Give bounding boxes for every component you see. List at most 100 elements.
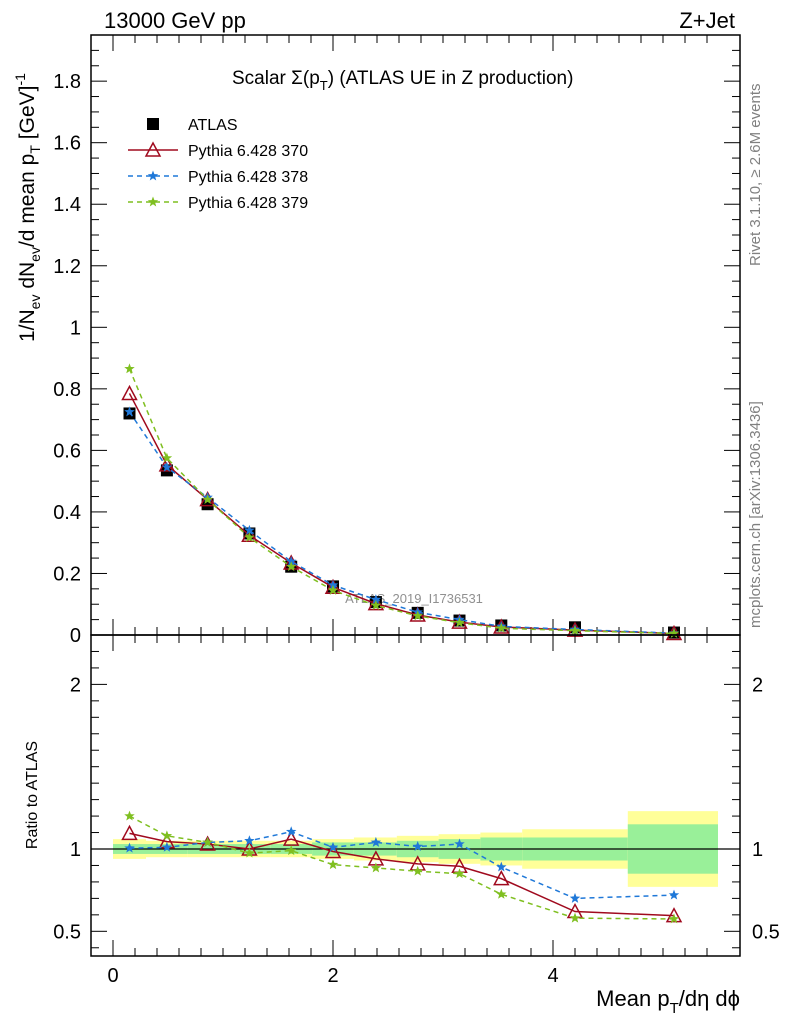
ratio-plot: 0.5 0.5 1 1 2 2 0 2 4 <box>53 635 780 987</box>
legend-label: Pythia 6.428 370 <box>188 143 308 160</box>
watermark: ATLAS_2019_I1736531 <box>345 591 483 606</box>
header-left: 13000 GeV pp <box>104 8 246 33</box>
legend-marker <box>147 170 159 181</box>
ratio-point <box>285 826 297 837</box>
data-point <box>327 584 339 595</box>
legend-marker <box>147 196 159 207</box>
ratio-point <box>282 830 300 846</box>
data-point <box>285 561 297 572</box>
ratio-series-1 <box>121 824 683 923</box>
data-point <box>370 594 382 605</box>
y-tick-label: 0.8 <box>53 379 81 401</box>
xlabel: Mean pT/dη dϕ <box>596 986 740 1017</box>
data-point <box>496 622 507 633</box>
ratio-point <box>412 865 423 876</box>
series-line <box>128 393 675 635</box>
ratio-point <box>285 845 297 856</box>
legend-entry: Pythia 6.428 379 <box>128 195 308 212</box>
ratio-point <box>327 841 339 852</box>
ratio-point <box>496 861 507 872</box>
x-tick-label: 4 <box>547 965 558 987</box>
chart-title: Scalar Σ(pT) (ATLAS UE in Z production) <box>232 68 573 93</box>
ratio-y-tick-label-right: 1 <box>752 839 763 861</box>
ratio-point <box>569 892 581 903</box>
ratio-point <box>454 838 465 849</box>
ratio-point <box>161 830 173 841</box>
y-tick-label: 1.6 <box>53 133 81 155</box>
data-point <box>412 610 423 621</box>
ratio-point <box>161 841 173 852</box>
data-point <box>569 625 581 636</box>
ratio-point <box>668 913 680 924</box>
y-tick-label: 0 <box>70 625 81 647</box>
ratio-point <box>370 836 382 847</box>
ratio-point <box>324 842 342 859</box>
ratio-line <box>129 830 675 900</box>
legend-marker <box>144 141 162 157</box>
ratio-y-tick-label: 2 <box>70 674 81 696</box>
data-point <box>327 579 339 590</box>
ratio-line <box>129 815 675 920</box>
rivet-note: Rivet 3.1.10, ≥ 2.6M events <box>747 84 764 267</box>
ratio-point <box>244 847 255 858</box>
data-point <box>124 406 135 417</box>
data-point <box>244 524 255 535</box>
ratio-point <box>370 862 382 873</box>
data-point <box>367 595 385 611</box>
x-tick-label: 0 <box>107 965 118 987</box>
ratio-frame <box>90 634 741 957</box>
ratio-point <box>244 835 255 846</box>
ratio-point <box>454 868 465 879</box>
ratio-point <box>493 870 510 886</box>
y-tick-label: 1.4 <box>53 194 81 216</box>
y-tick-label: 0.6 <box>53 440 81 462</box>
main-ylabel: 1/Nev dNev/d mean pT [GeV]-1 <box>12 73 43 342</box>
header-right: Z+Jet <box>679 8 735 33</box>
ratio-point <box>121 824 138 841</box>
ratio-point <box>124 842 135 853</box>
x-tick-label: 2 <box>327 965 338 987</box>
series-3 <box>124 363 680 638</box>
ratio-point <box>569 912 581 923</box>
data-point <box>370 599 382 610</box>
data-point <box>241 526 258 543</box>
ratio-point <box>496 888 507 899</box>
data-point <box>244 531 255 542</box>
data-point <box>158 456 176 472</box>
ratio-ylabel: Ratio to ATLAS <box>24 741 41 849</box>
ratio-point <box>412 841 423 851</box>
ratio-point <box>124 810 135 821</box>
legend-entry: ATLAS <box>147 117 238 134</box>
data-point <box>454 617 465 628</box>
data-point <box>161 452 173 463</box>
y-tick-label: 1.8 <box>53 71 81 93</box>
mcplots-note: mcplots.cern.ch [arXiv:1306.3436] <box>747 401 764 628</box>
data-point <box>668 627 680 638</box>
ratio-y-tick-label-right: 2 <box>752 674 763 696</box>
series-line <box>128 368 675 635</box>
y-tick-label: 1.2 <box>53 256 81 278</box>
data-point <box>161 461 173 472</box>
ratio-point <box>668 889 680 900</box>
data-point <box>124 363 135 374</box>
ratio-point <box>665 907 683 923</box>
legend-label: Pythia 6.428 378 <box>188 169 308 186</box>
data-point <box>285 555 297 566</box>
legend-entry: Pythia 6.428 370 <box>128 141 308 160</box>
ratio-y-tick-label-right: 0.5 <box>752 921 780 943</box>
legend: ATLAS Pythia 6.428 370 Pythia 6.428 378 Pyt… <box>128 117 308 212</box>
legend-entry: Pythia 6.428 378 <box>128 169 308 186</box>
y-tick-label: 1 <box>70 317 81 339</box>
legend-label: Pythia 6.428 379 <box>188 195 308 212</box>
y-tick-label: 0.2 <box>53 563 81 585</box>
y-tick-label: 0.4 <box>53 502 81 524</box>
ratio-line <box>129 832 675 917</box>
ratio-series-3 <box>124 810 680 924</box>
main-plot: 0 0.2 0.4 0.6 0.8 1 1.2 1.4 1.6 1.8 <box>53 35 740 647</box>
data-point <box>202 494 213 505</box>
ratio-point <box>202 836 213 847</box>
ratio-point <box>327 859 339 870</box>
legend-marker <box>147 118 159 130</box>
data-point <box>121 384 138 401</box>
